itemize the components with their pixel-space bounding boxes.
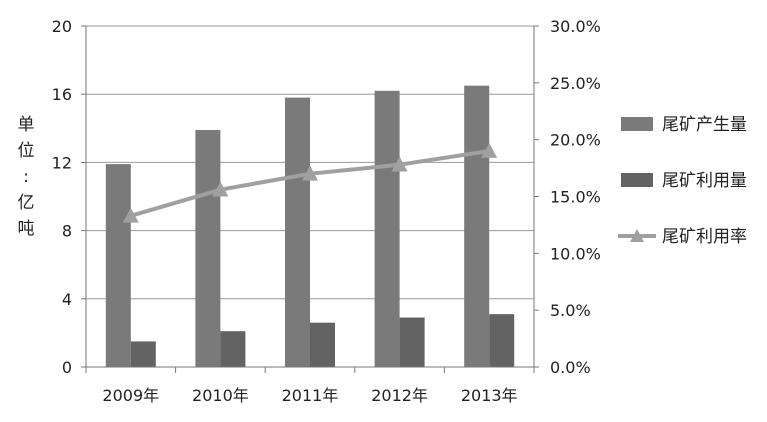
x-tick-label: 2010年: [192, 386, 249, 405]
bar-tailings-utilized: [220, 331, 246, 367]
right-tick-label: 20.0%: [550, 131, 601, 150]
bar-tailings-utilized: [310, 322, 335, 367]
left-tick-label: 8: [62, 222, 72, 241]
bar-tailings-utilized: [489, 314, 515, 367]
right-tick-label: 15.0%: [550, 188, 601, 207]
left-tick-label: 12: [52, 153, 72, 172]
line-series: [122, 143, 498, 223]
x-axis-ticks: 2009年 2010年 2011年 2012年 2013年: [85, 367, 535, 405]
left-tick-label: 16: [52, 85, 72, 104]
right-tick-label: 10.0%: [550, 244, 601, 263]
utilization-rate-marker: [302, 165, 318, 181]
legend-label: 尾矿利用率: [662, 227, 747, 247]
y-axis-label: 单位: 亿吨: [18, 115, 35, 239]
y-axis-label-char: 吨: [18, 219, 35, 239]
y-axis-label-char: :: [23, 167, 29, 187]
left-tick-label: 20: [52, 17, 72, 36]
y-axis-label-char: 位: [18, 141, 35, 161]
bar-tailings-produced: [105, 164, 131, 367]
utilization-rate-marker: [212, 181, 229, 197]
y-axis-label-char: 亿: [18, 193, 35, 213]
legend-swatch: [621, 117, 653, 131]
legend-label: 尾矿产生量: [662, 115, 747, 135]
right-tick-label: 25.0%: [550, 74, 601, 93]
utilization-rate-marker: [122, 207, 139, 223]
right-tick-label: 0.0%: [550, 358, 591, 377]
left-tick-label: 0: [62, 358, 72, 377]
x-tick-label: 2009年: [102, 386, 159, 405]
right-tick-label: 30.0%: [550, 17, 601, 36]
left-axis-ticks: 0 4 8 12 16 20: [52, 17, 86, 377]
legend-swatch: [621, 173, 653, 187]
right-axis-ticks: 0.0% 5.0% 10.0% 15.0% 20.0% 25.0% 30.0%: [534, 17, 601, 377]
bar-tailings-utilized: [399, 317, 425, 367]
bar-tailings-produced: [195, 130, 221, 367]
bars: [105, 85, 515, 368]
utilization-rate-marker: [481, 143, 498, 158]
x-tick-label: 2011年: [282, 386, 339, 405]
bar-tailings-produced: [285, 97, 310, 368]
y-axis-label-char: 单: [18, 115, 35, 135]
legend-marker: [630, 229, 644, 242]
legend-label: 尾矿利用量: [662, 171, 747, 191]
utilization-rate-marker: [391, 156, 408, 172]
right-tick-label: 5.0%: [550, 301, 591, 320]
bar-tailings-utilized: [130, 341, 156, 367]
x-tick-label: 2012年: [371, 386, 428, 405]
x-tick-label: 2013年: [461, 386, 518, 405]
left-tick-label: 4: [62, 290, 72, 309]
bar-tailings-produced: [464, 85, 490, 368]
bar-tailings-produced: [374, 90, 400, 367]
